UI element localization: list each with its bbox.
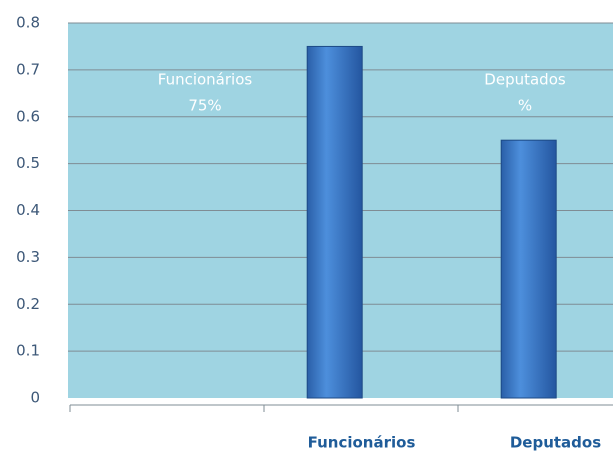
x-tick-label: Funcionários [308, 434, 416, 452]
bar [306, 45, 363, 399]
y-tick-label: 0.8 [16, 14, 40, 32]
data-label: Deputados [484, 71, 566, 89]
data-label: Funcionários [158, 71, 253, 89]
y-tick-label: 0.6 [16, 107, 40, 125]
y-tick-label: 0.5 [16, 154, 40, 172]
y-tick-label: 0.2 [16, 295, 40, 313]
y-tick-label: 0.7 [16, 60, 40, 78]
data-label: 75% [188, 97, 221, 115]
bar [500, 139, 557, 399]
y-tick-label: 0.1 [16, 342, 40, 360]
y-tick-label: 0 [30, 389, 40, 407]
data-label: % [518, 97, 532, 115]
y-tick-label: 0.3 [16, 248, 40, 266]
x-tick-label: Deputados [510, 434, 601, 452]
y-tick-label: 0.4 [16, 201, 40, 219]
